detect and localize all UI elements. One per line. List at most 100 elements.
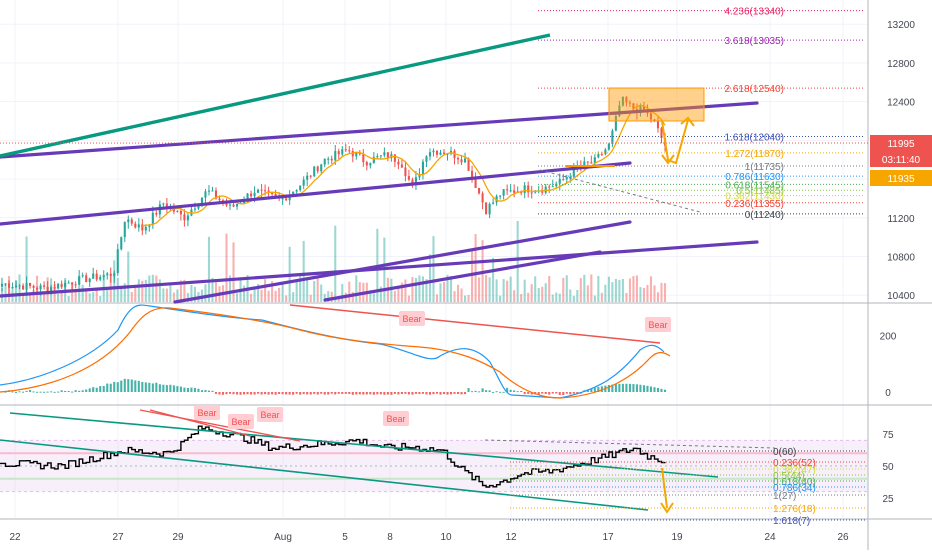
candle-body: [214, 190, 218, 199]
volume-bar: [632, 276, 635, 302]
volume-bar: [562, 277, 565, 302]
fib-level-label: 0.618(11545): [725, 180, 784, 191]
macd-histogram-bar: [64, 390, 67, 392]
candle-body: [78, 276, 81, 285]
macd-histogram-bar: [639, 384, 642, 392]
fib-level-label: 2.618(12540): [725, 84, 785, 95]
candle-body: [488, 203, 491, 215]
macd-histogram-bar: [428, 392, 432, 395]
bear-annotation-label: Bear: [231, 417, 250, 427]
macd-histogram-bar: [183, 387, 186, 392]
time-axis-label: 26: [837, 532, 849, 543]
volume-bar: [148, 275, 151, 302]
fib-level-label: 0.382(11430): [725, 192, 784, 203]
candle-body: [534, 191, 537, 193]
channel-line: [0, 161, 632, 226]
candle-body: [425, 156, 428, 162]
bear-annotation-badge: [383, 411, 409, 426]
macd-histogram-bar: [18, 391, 21, 393]
fib-level-label: 0(11240): [745, 210, 784, 221]
macd-histogram-bar: [165, 385, 168, 392]
macd-histogram-bar: [67, 390, 70, 392]
candle-body: [421, 161, 424, 175]
bear-annotation-badge: [645, 317, 671, 332]
candle-body: [414, 177, 417, 186]
candle-body: [558, 179, 561, 184]
candle-body: [81, 275, 84, 277]
macd-histogram-bar: [60, 390, 63, 392]
candle-body: [337, 151, 340, 155]
macd-histogram-bar: [134, 380, 137, 392]
macd-histogram-bar: [362, 392, 365, 395]
candle-body: [228, 204, 232, 206]
volume-bar: [43, 293, 46, 302]
macd-histogram-bar: [309, 392, 312, 395]
volume-bar: [151, 274, 154, 302]
candle-body: [432, 150, 435, 153]
macd-histogram-bar: [116, 382, 119, 392]
candle-body: [320, 164, 323, 172]
volume-bar: [579, 278, 582, 302]
volume-bar: [351, 291, 354, 302]
volume-bar: [306, 280, 309, 302]
candle-body: [204, 191, 207, 198]
time-axis-label: 17: [602, 532, 614, 543]
candle-body: [271, 192, 274, 195]
volume-bar: [74, 289, 77, 302]
candle-body: [506, 189, 509, 191]
candle-body: [562, 179, 565, 181]
macd-histogram-bar: [376, 392, 379, 395]
volume-bar: [548, 276, 551, 302]
macd-histogram-bar: [81, 390, 84, 392]
macd-histogram-bar: [22, 391, 25, 393]
macd-histogram-bar: [225, 392, 228, 395]
candle-body: [649, 113, 653, 120]
price-badge-label: 11935: [887, 174, 915, 185]
volume-bar: [499, 295, 502, 302]
candle-body: [386, 152, 389, 158]
volume-bar: [537, 287, 540, 302]
rsi-forecast-path: [661, 467, 668, 509]
candle-body: [162, 203, 165, 205]
volume-bar: [302, 240, 305, 302]
candle-body: [92, 273, 95, 279]
volume-bar: [372, 293, 375, 302]
macd-histogram-bar: [32, 391, 35, 393]
volume-bar: [565, 275, 568, 302]
macd-histogram-bar: [120, 380, 123, 392]
candle-body: [446, 153, 449, 155]
fib-level-label: 0.5(11485): [736, 186, 784, 197]
candle-body: [250, 193, 253, 197]
price-axis-label: 11200: [887, 214, 915, 225]
volume-bar: [607, 276, 610, 302]
macd-histogram-bar: [141, 381, 144, 392]
macd-histogram-bar: [330, 392, 333, 394]
candle-body: [53, 287, 56, 289]
volume-bar: [369, 290, 372, 302]
time-axis-label: 24: [764, 532, 776, 543]
candle-body: [565, 177, 568, 180]
forecast-arrowhead: [680, 116, 695, 127]
volume-bar: [141, 280, 144, 302]
volume-bar: [421, 276, 424, 302]
macd-histogram-bar: [106, 383, 109, 392]
volume-bar: [474, 234, 477, 302]
candle-body: [120, 237, 123, 250]
candle-body: [418, 174, 421, 178]
volume-bar: [663, 283, 667, 302]
volume-bar: [176, 289, 179, 302]
candle-body: [334, 151, 337, 161]
volume-bar: [442, 282, 446, 302]
macd-histogram-bar: [344, 392, 347, 394]
volume-bar: [127, 251, 130, 302]
volume-bar: [29, 294, 32, 302]
volume-bar: [204, 284, 207, 302]
macd-line: [0, 304, 665, 399]
fib-level-label: 4.236(13340): [725, 7, 785, 18]
macd-histogram-bar: [411, 392, 414, 395]
macd-histogram-bar: [151, 383, 154, 392]
candle-body: [127, 219, 130, 223]
time-axis-label: 29: [172, 532, 184, 543]
macd-histogram-bar: [71, 391, 74, 393]
macd-histogram-bar: [235, 392, 239, 395]
